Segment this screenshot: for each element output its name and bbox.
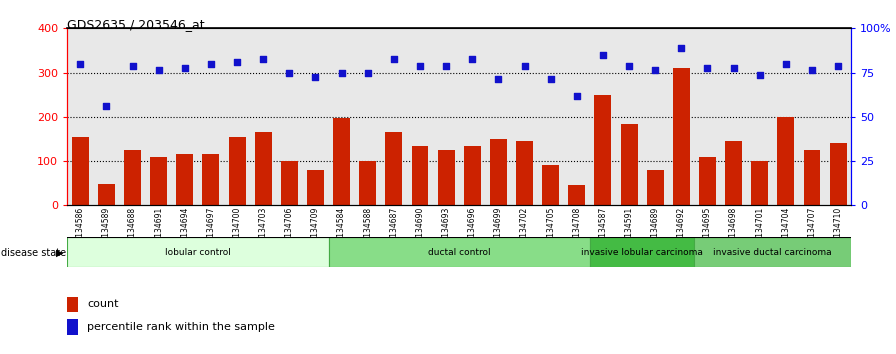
Point <box>491 76 505 82</box>
Text: percentile rank within the sample: percentile rank within the sample <box>88 322 275 332</box>
Point <box>701 65 715 71</box>
Point <box>413 63 427 69</box>
Text: ductal control: ductal control <box>428 248 490 257</box>
Bar <box>67 297 79 312</box>
Point <box>544 76 558 82</box>
Bar <box>359 161 376 205</box>
Point <box>727 65 741 71</box>
Text: count: count <box>88 299 119 309</box>
Point <box>622 63 636 69</box>
Point <box>73 61 88 67</box>
Bar <box>202 154 220 205</box>
Bar <box>333 118 350 205</box>
Bar <box>647 170 664 205</box>
Bar <box>830 143 847 205</box>
Text: invasive ductal carcinoma: invasive ductal carcinoma <box>713 248 832 257</box>
Point <box>779 61 793 67</box>
Bar <box>228 137 246 205</box>
Text: invasive lobular carcinoma: invasive lobular carcinoma <box>582 248 703 257</box>
Bar <box>699 156 716 205</box>
Bar <box>307 170 324 205</box>
Point <box>282 70 297 75</box>
Point <box>334 70 349 75</box>
Bar <box>568 184 585 205</box>
Bar <box>751 161 768 205</box>
Point <box>596 52 610 58</box>
Point <box>831 63 845 69</box>
Point <box>256 57 271 62</box>
FancyBboxPatch shape <box>329 237 590 267</box>
Bar <box>778 117 795 205</box>
Bar <box>98 184 115 205</box>
Point <box>308 74 323 80</box>
Point <box>177 65 192 71</box>
Point <box>360 70 375 75</box>
Point <box>465 57 479 62</box>
Text: lobular control: lobular control <box>165 248 231 257</box>
Bar <box>72 137 89 205</box>
Bar <box>411 145 428 205</box>
Point <box>230 59 245 64</box>
Text: GDS2635 / 203546_at: GDS2635 / 203546_at <box>67 18 205 31</box>
Point <box>570 93 584 98</box>
Bar <box>594 95 611 205</box>
Bar <box>177 154 194 205</box>
Point <box>648 68 662 73</box>
Bar <box>151 156 168 205</box>
Bar <box>437 150 454 205</box>
Point <box>805 68 819 73</box>
Point <box>151 68 166 73</box>
Bar <box>490 139 507 205</box>
Bar <box>280 161 297 205</box>
FancyBboxPatch shape <box>590 237 694 267</box>
Point <box>99 103 114 109</box>
Point <box>439 63 453 69</box>
Point <box>674 45 688 51</box>
Text: ▶: ▶ <box>56 248 64 258</box>
FancyBboxPatch shape <box>694 237 851 267</box>
Bar <box>621 124 638 205</box>
Bar <box>804 150 821 205</box>
Bar <box>542 166 559 205</box>
Bar <box>254 132 271 205</box>
Point <box>125 63 140 69</box>
Point <box>517 63 531 69</box>
Bar <box>516 141 533 205</box>
Bar <box>385 132 402 205</box>
Text: disease state: disease state <box>1 248 66 258</box>
Bar <box>124 149 141 205</box>
Point <box>753 72 767 78</box>
Bar <box>725 141 742 205</box>
Bar <box>464 145 481 205</box>
Point <box>203 61 218 67</box>
Bar <box>673 68 690 205</box>
Point <box>387 57 401 62</box>
Bar <box>67 319 79 335</box>
FancyBboxPatch shape <box>67 237 329 267</box>
